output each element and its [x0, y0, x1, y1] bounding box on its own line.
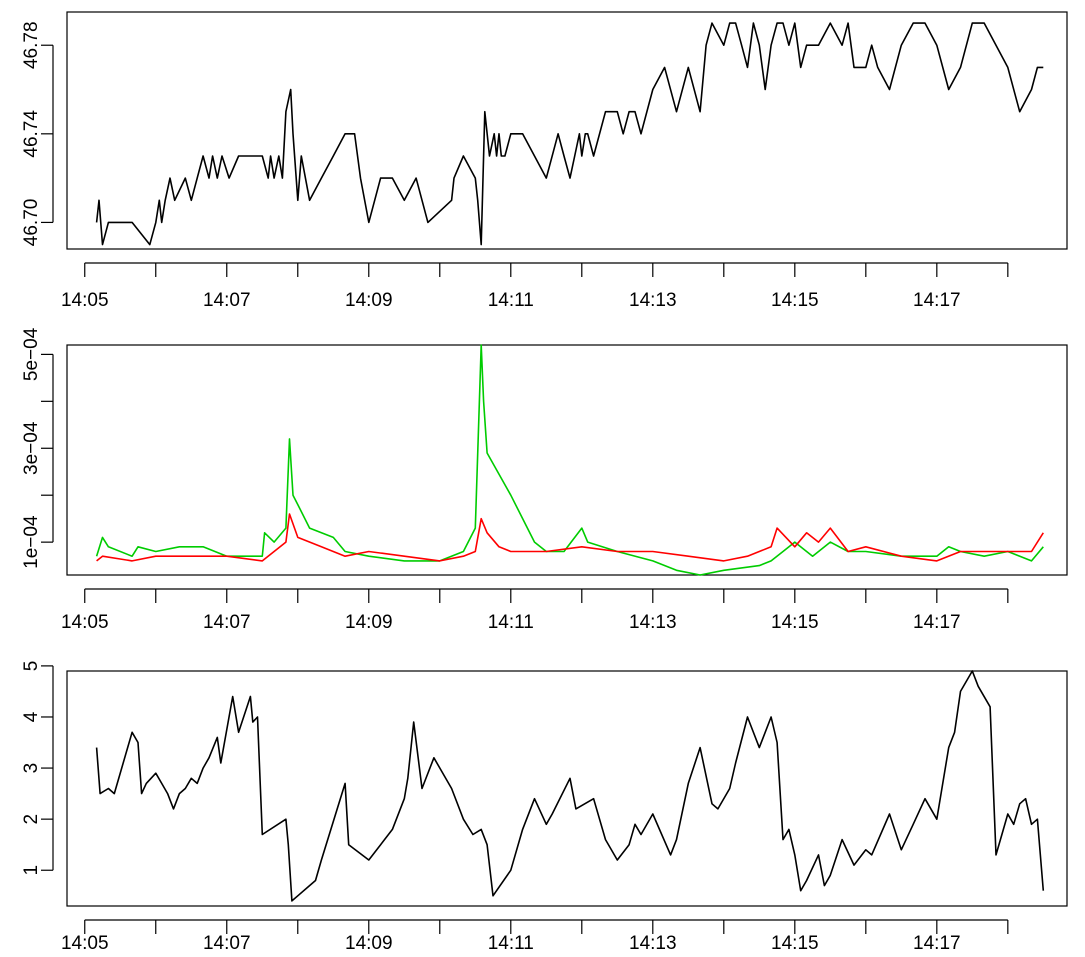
panel-1-x-tick-label: 14:07 [203, 290, 251, 311]
panel-2-x-tick-label: 14:09 [345, 612, 393, 633]
panel-3-x-tick-label: 14:05 [61, 933, 109, 954]
panel-3-x-tick-label: 14:11 [488, 933, 534, 954]
panel-2-y-tick-label: 5e−04 [21, 327, 42, 381]
panel-3-x-tick-label: 14:07 [203, 933, 251, 954]
panel-2-x-tick-label: 14:17 [913, 612, 961, 633]
panel-1-x-tick-label: 14:17 [913, 290, 961, 311]
panel-1-x-tick-label: 14:15 [771, 290, 819, 311]
panel-1-y-tick-label: 46.70 [21, 199, 42, 247]
panel-2-plot-frame [66, 344, 1068, 576]
panel-3-x-tick-label: 14:09 [345, 933, 393, 954]
panel-3-plot-frame [66, 670, 1068, 907]
panel-2-y-tick-label: 1e−04 [21, 515, 42, 569]
panel-3-x-tick-label: 14:17 [913, 933, 961, 954]
panel-3-y-tick-label: 2 [21, 814, 42, 825]
panel-3-y-tick-label: 3 [21, 763, 42, 774]
panel-3-x-tick-label: 14:13 [629, 933, 677, 954]
panel-2-series-2-line [96, 513, 1044, 562]
panel-2-x-tick-label: 14:11 [488, 612, 534, 633]
panel-2-series-1-line [95, 344, 1044, 576]
panel-2-x-tick-label: 14:05 [61, 612, 109, 633]
panel-3-x-tick-label: 14:15 [771, 933, 819, 954]
panel-3-y-tick-label: 1 [21, 865, 42, 876]
panel-1-y-tick-label: 46.78 [21, 21, 42, 69]
panel-1-x-tick-label: 14:11 [488, 290, 534, 311]
panel-1-y-tick-label: 46.74 [21, 110, 42, 158]
panel-3-y-tick-label: 4 [21, 711, 42, 722]
panel-2-x-tick-label: 14:13 [629, 612, 677, 633]
panel-2-y-tick-label: 3e−04 [21, 421, 42, 475]
panel-1-x-tick-label: 14:05 [61, 290, 109, 311]
panel-3-y-tick-label: 5 [21, 661, 42, 672]
panel-1-plot-frame [66, 11, 1068, 250]
panel-1-series-1-line [95, 22, 1044, 246]
panel-2-x-tick-label: 14:07 [203, 612, 251, 633]
panel-1-x-tick-label: 14:09 [345, 290, 393, 311]
panel-3-series-1-line [95, 670, 1045, 902]
panel-1-x-tick-label: 14:13 [629, 290, 677, 311]
panel-2-x-tick-label: 14:15 [771, 612, 819, 633]
